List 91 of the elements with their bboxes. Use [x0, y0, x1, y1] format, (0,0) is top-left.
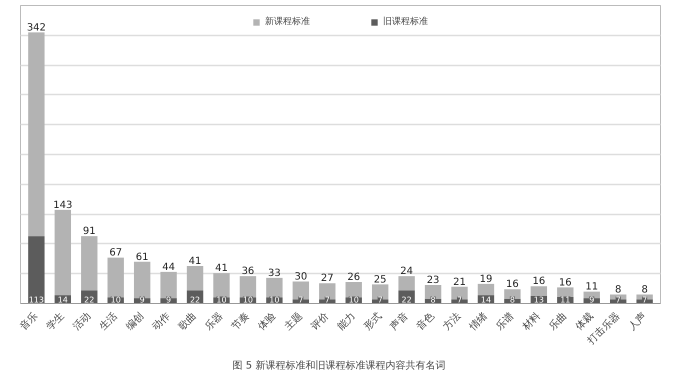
data-label: 8 [641, 284, 648, 296]
bar [54, 210, 72, 296]
bar [266, 278, 283, 298]
data-label: 33 [268, 268, 281, 279]
bar [584, 292, 600, 298]
bar [530, 286, 548, 296]
data-label: 27 [320, 273, 334, 284]
data-label: 10 [110, 296, 121, 304]
x-tick-label: 主题 [282, 310, 305, 333]
data-label: 8 [430, 296, 436, 304]
bar [346, 282, 362, 298]
data-label: 30 [294, 271, 308, 282]
x-tick-label: 声音 [388, 310, 411, 333]
data-label: 9 [589, 296, 594, 304]
x-tick-label: 活动 [70, 310, 94, 333]
x-tick-label: 乐谱 [494, 310, 516, 333]
data-label: 67 [109, 248, 122, 259]
bar [28, 236, 45, 304]
bar [213, 273, 230, 298]
data-label: 10 [242, 296, 254, 304]
data-label: 9 [166, 296, 172, 304]
x-tick-label: 乐曲 [546, 310, 570, 333]
x-tick-label: 学生 [44, 310, 67, 333]
data-label: 342 [26, 22, 46, 34]
x-tick-label: 方法 [440, 310, 464, 333]
data-label: 21 [453, 276, 466, 288]
data-label: 36 [242, 266, 254, 278]
x-tick-label: 评价 [308, 310, 332, 333]
bar [557, 287, 574, 297]
data-label: 7 [378, 296, 383, 304]
x-tick-label: 体验 [256, 310, 278, 333]
data-label: 7 [456, 296, 462, 304]
data-label: 41 [215, 263, 228, 274]
legend-label: 新课程标准 [265, 16, 310, 28]
bar [186, 266, 204, 290]
data-label: 113 [28, 296, 44, 304]
data-label: 14 [480, 296, 492, 304]
data-label: 24 [400, 266, 413, 278]
data-label: 14 [58, 296, 68, 304]
data-label: 91 [82, 226, 96, 238]
data-label: 16 [506, 279, 519, 290]
data-label: 23 [426, 275, 440, 286]
data-label: 143 [53, 200, 72, 211]
x-tick-label: 能力 [334, 310, 358, 333]
data-label: 25 [374, 274, 387, 286]
x-tick-label: 歌曲 [176, 310, 199, 333]
bar [240, 276, 256, 298]
data-label: 26 [347, 272, 360, 284]
x-tick-label: 生活 [96, 310, 120, 333]
bar [28, 32, 45, 236]
x-tick-label: 材料 [519, 310, 543, 334]
data-label: 10 [269, 296, 280, 304]
data-label: 7 [642, 296, 648, 304]
data-label: 13 [534, 296, 544, 304]
x-tick-label: 乐器 [202, 310, 226, 333]
bar [81, 236, 98, 290]
data-label: 41 [188, 256, 202, 267]
x-tick-label: 形式 [361, 310, 384, 333]
bar [398, 276, 415, 290]
data-label: 11 [560, 296, 570, 304]
bar [160, 272, 177, 298]
x-tick-label: 节奏 [229, 310, 252, 333]
x-tick-label: 人声 [626, 310, 649, 333]
x-tick-label: 编创 [123, 310, 146, 333]
x-tick-label: 体裁 [573, 310, 596, 333]
x-tick-label: 动作 [150, 310, 172, 333]
data-label: 22 [190, 296, 200, 304]
bar [134, 262, 150, 298]
bar [478, 284, 494, 296]
data-label: 10 [348, 296, 359, 304]
x-tick-label: 情绪 [466, 310, 490, 334]
data-label: 19 [480, 274, 492, 285]
data-label: 61 [136, 252, 149, 263]
data-label: 16 [532, 276, 546, 288]
data-label: 7 [298, 296, 304, 304]
data-label: 11 [585, 282, 598, 293]
data-label: 44 [162, 262, 175, 273]
data-label: 7 [616, 296, 621, 304]
x-tick-label: 音色 [414, 310, 437, 333]
x-tick-label: 音乐 [18, 310, 40, 333]
data-label: 8 [615, 284, 622, 296]
data-label: 10 [216, 296, 227, 304]
data-label: 22 [84, 296, 94, 304]
data-label: 8 [510, 296, 515, 304]
text: 图 5 新课程标准和旧课程标准课程内容共有名词 [232, 360, 446, 372]
legend-label: 旧课程标准 [383, 16, 428, 28]
data-label: 9 [140, 296, 145, 304]
data-label: 16 [558, 277, 572, 288]
data-label: 7 [324, 296, 330, 304]
data-label: 22 [402, 296, 412, 304]
bar [108, 258, 124, 298]
